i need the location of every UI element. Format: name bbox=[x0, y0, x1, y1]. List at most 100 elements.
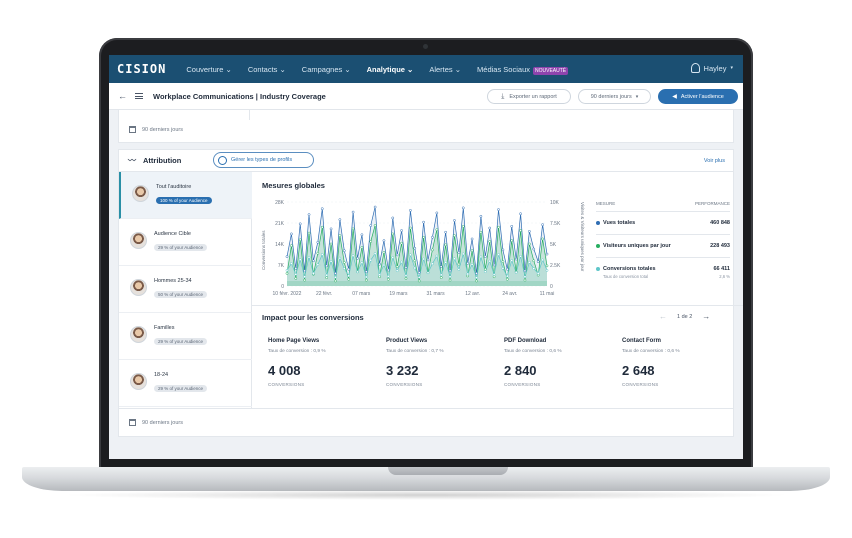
series-point bbox=[475, 276, 478, 279]
see-more-link[interactable]: Voir plus bbox=[703, 158, 725, 164]
avatar bbox=[132, 185, 149, 202]
nav-item-analytics[interactable]: Analytique ⌄ bbox=[366, 64, 414, 74]
chart-lines bbox=[286, 206, 548, 282]
avatar bbox=[130, 326, 147, 343]
conversion-card-product-views[interactable]: Product Views Taux de conversion : 0,7 %… bbox=[386, 338, 504, 387]
audience-item-18-24[interactable]: 18-24 29 % of your Audience bbox=[119, 360, 252, 407]
metric-row-conversions[interactable]: Conversions totales 66 411 bbox=[596, 258, 730, 280]
series-point bbox=[470, 249, 474, 253]
series-point bbox=[541, 223, 544, 227]
previous-page-icon[interactable]: ← bbox=[659, 312, 667, 321]
metric-row-unique-visitors[interactable]: Visiteurs uniques par jour 228 493 bbox=[596, 235, 730, 258]
audience-share-badge: 100 % of your Audience bbox=[156, 197, 212, 204]
series-point bbox=[483, 255, 487, 258]
series-point bbox=[378, 262, 381, 266]
x-tick-label: 31 mars bbox=[427, 291, 446, 297]
nav-item-campaigns[interactable]: Campagnes ⌄ bbox=[301, 64, 351, 74]
top-navigation: CISION Couverture ⌄ Contacts ⌄ Campagnes… bbox=[109, 55, 743, 83]
download-icon: ⤓ bbox=[501, 92, 505, 100]
export-report-button[interactable]: ⤓ Exporter un rapport bbox=[487, 89, 571, 104]
conversion-rate: Taux de conversion : 0,9 % bbox=[268, 349, 326, 354]
back-arrow-icon[interactable]: ← bbox=[118, 91, 127, 101]
series-point bbox=[307, 213, 311, 216]
avatar bbox=[130, 279, 147, 296]
metric-row-total-views[interactable]: Vues totales 460 848 bbox=[596, 212, 730, 235]
conversion-card-contact-form[interactable]: Contact Form Taux de conversion : 0,6 % … bbox=[622, 338, 740, 387]
audience-item-families[interactable]: Familles 29 % of your Audience bbox=[119, 313, 252, 360]
series-point bbox=[364, 278, 368, 282]
series-point bbox=[329, 242, 333, 246]
series-point bbox=[528, 260, 531, 264]
series-point bbox=[373, 252, 377, 255]
trend-icon: 〰 bbox=[128, 156, 136, 165]
menu-icon[interactable] bbox=[135, 93, 143, 99]
series-point bbox=[378, 275, 381, 279]
next-page-icon[interactable]: → bbox=[702, 312, 711, 321]
series-point bbox=[497, 225, 500, 229]
series-dot-icon bbox=[596, 221, 600, 225]
series-point bbox=[298, 238, 302, 242]
brand-logo[interactable]: CISION bbox=[117, 62, 167, 76]
conversion-value: 2 648 bbox=[622, 363, 655, 378]
series-point bbox=[325, 273, 329, 277]
page-title: Workplace Communications | Industry Cove… bbox=[153, 91, 326, 101]
series-point bbox=[505, 267, 509, 271]
metrics-header: MESURE PERFORMANCE bbox=[596, 201, 730, 212]
metric-value: 460 848 bbox=[710, 220, 730, 226]
series-point bbox=[488, 226, 492, 230]
series-point bbox=[382, 251, 386, 254]
series-point bbox=[417, 279, 421, 283]
conversion-name: PDF Download bbox=[504, 338, 547, 344]
series-point bbox=[479, 230, 483, 234]
nav-item-alerts[interactable]: Alertes ⌄ bbox=[429, 64, 462, 74]
camera-icon bbox=[423, 44, 428, 49]
y2-tick-label: 7.5K bbox=[550, 221, 561, 227]
manage-profiles-button[interactable]: Gérer les types de profils bbox=[213, 152, 314, 168]
series-point bbox=[404, 274, 408, 277]
series-point bbox=[387, 268, 390, 272]
series-point bbox=[448, 278, 452, 282]
period-dropdown[interactable]: 90 derniers jours ▾ bbox=[578, 89, 651, 104]
series-point bbox=[316, 240, 320, 244]
audience-item-men-25-34[interactable]: Hommes 25-34 50 % of your Audience bbox=[119, 266, 252, 313]
series-point bbox=[298, 222, 302, 226]
series-point bbox=[356, 270, 359, 274]
series-point bbox=[497, 208, 500, 211]
x-tick-label: 10 févr. 2022 bbox=[273, 291, 302, 297]
nav-item-coverage[interactable]: Couverture ⌄ bbox=[186, 64, 232, 74]
nav-item-social-media[interactable]: Médias Sociaux NOUVEAUTÉ bbox=[477, 65, 569, 75]
series-point bbox=[501, 260, 505, 263]
series-point bbox=[453, 219, 456, 222]
series-point bbox=[510, 259, 514, 262]
metrics-header-label: MESURE bbox=[596, 201, 616, 206]
series-point bbox=[431, 262, 434, 266]
date-range-top[interactable]: 90 derniers jours bbox=[129, 126, 183, 133]
series-point bbox=[457, 251, 461, 254]
series-point bbox=[435, 254, 439, 258]
audience-item-all[interactable]: Tout l'auditoire 100 % of your Audience bbox=[119, 172, 252, 219]
nav-item-contacts[interactable]: Contacts ⌄ bbox=[247, 64, 286, 74]
series-point bbox=[461, 206, 465, 210]
series-point bbox=[409, 226, 412, 230]
x-tick-label: 07 mars bbox=[352, 291, 371, 297]
series-point bbox=[457, 268, 461, 271]
activate-audience-button[interactable]: ◀ Activer l'audience bbox=[658, 89, 738, 104]
laptop-shadow bbox=[60, 490, 792, 500]
series-point bbox=[532, 247, 536, 251]
series-point bbox=[435, 211, 439, 215]
conversion-value: 4 008 bbox=[268, 363, 301, 378]
date-range-bottom[interactable]: 90 derniers jours bbox=[129, 419, 183, 426]
conversion-card-pdf-download[interactable]: PDF Download Taux de conversion : 0,6 % … bbox=[504, 338, 622, 387]
metrics-header-value: PERFORMANCE bbox=[694, 201, 730, 206]
new-badge: NOUVEAUTÉ bbox=[533, 66, 569, 75]
series-point bbox=[382, 239, 386, 242]
conversion-card-home-page[interactable]: Home Page Views Taux de conversion : 0,9… bbox=[268, 338, 386, 387]
audience-item-target[interactable]: Audience Cible 29 % of your Audience bbox=[119, 219, 252, 266]
chart-points bbox=[285, 205, 549, 283]
series-point bbox=[519, 254, 522, 258]
series-point bbox=[303, 275, 306, 279]
series-point bbox=[356, 256, 359, 260]
user-menu[interactable]: Hayley ▾ bbox=[690, 63, 733, 73]
metrics-table: MESURE PERFORMANCE Vues totales 460 848 … bbox=[596, 201, 730, 283]
pagination: ← 1 de 2 → bbox=[659, 312, 710, 321]
